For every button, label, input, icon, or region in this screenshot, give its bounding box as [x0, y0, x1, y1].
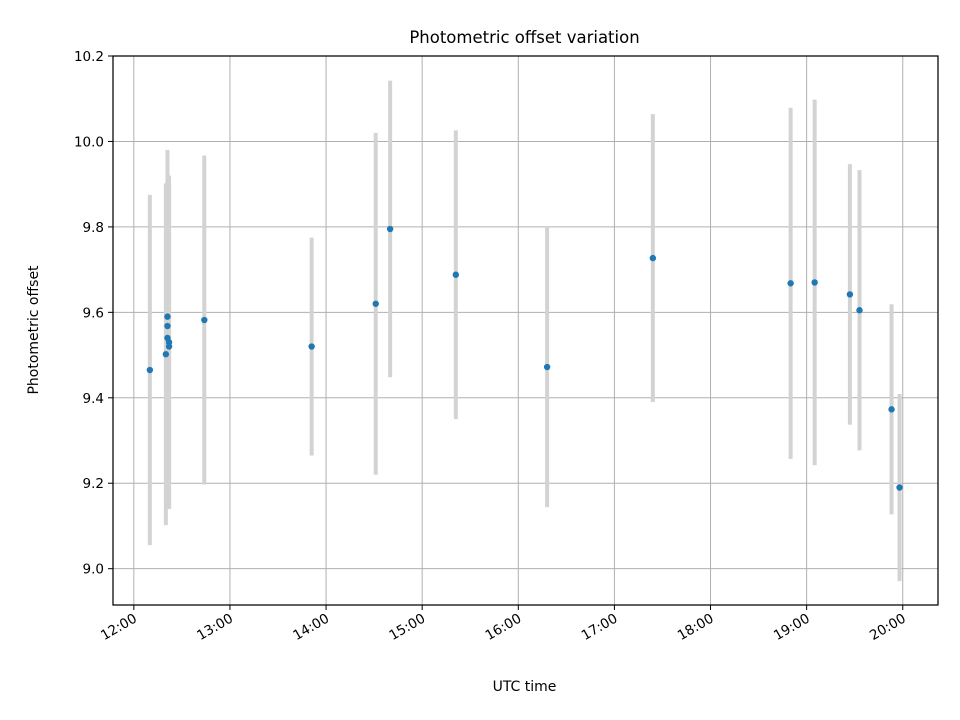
y-tick-label: 9.4: [83, 391, 104, 407]
data-point: [846, 291, 854, 298]
chart-title: Photometric offset variation: [409, 28, 639, 47]
data-point: [372, 300, 379, 307]
data-point: [162, 351, 170, 358]
data-point: [201, 316, 208, 324]
data-point: [856, 307, 863, 314]
data-point: [649, 254, 657, 262]
y-axis-label: Photometric offset: [26, 265, 42, 395]
data-point: [386, 225, 394, 233]
data-point: [787, 280, 794, 287]
plot-frame: [112, 55, 939, 606]
y-tick-label: 9.0: [83, 562, 104, 578]
data-point: [543, 363, 551, 371]
data-point: [146, 366, 154, 374]
data-point: [164, 313, 171, 320]
data-point: [165, 343, 173, 350]
y-tick-label: 9.6: [83, 305, 104, 321]
data-point: [452, 271, 460, 278]
y-tick-label: 9.2: [83, 476, 104, 492]
data-point: [164, 322, 171, 330]
data-point: [888, 406, 895, 413]
x-axis-label: UTC time: [493, 679, 557, 695]
y-tick-label: 9.8: [83, 220, 104, 236]
data-point: [811, 279, 818, 286]
y-tick-label: 10.0: [74, 134, 104, 150]
grid: [113, 55, 938, 605]
data-point: [896, 484, 903, 491]
y-axis: 9.0 9.2 9.4 9.6 9.8 10.0 10.2: [74, 49, 113, 578]
data-points: [146, 225, 903, 491]
data-point: [308, 343, 315, 350]
y-tick-label: 10.2: [74, 49, 104, 65]
